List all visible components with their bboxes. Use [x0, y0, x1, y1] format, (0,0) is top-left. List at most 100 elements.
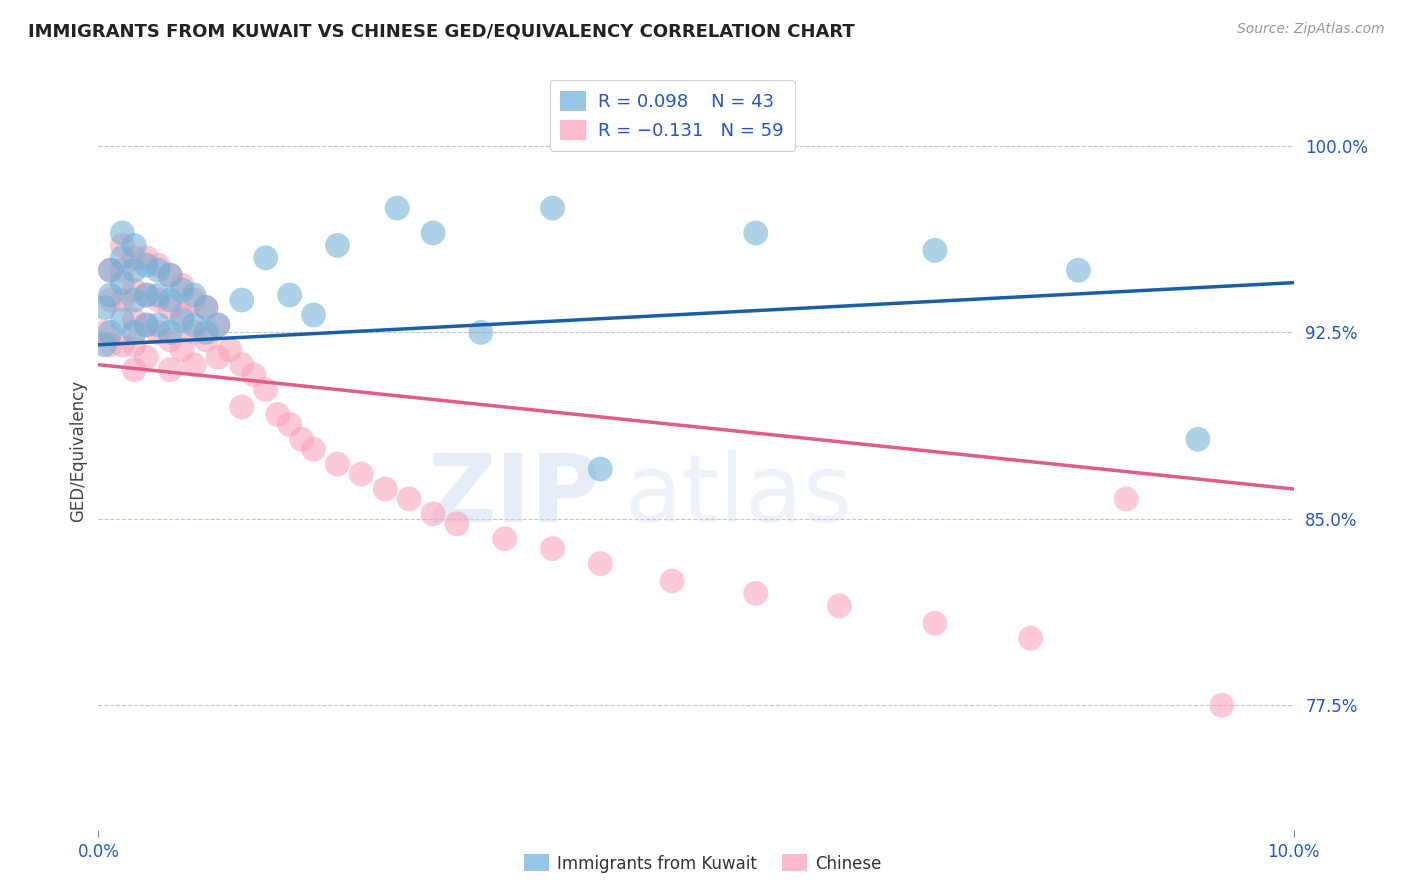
Point	[470, 326, 492, 340]
Point	[159, 293, 181, 307]
Point	[98, 288, 122, 302]
Point	[135, 251, 157, 265]
Point	[745, 586, 768, 600]
Point	[219, 343, 242, 357]
Point	[148, 263, 170, 277]
Point	[243, 368, 266, 382]
Point	[398, 491, 420, 506]
Point	[1019, 631, 1042, 645]
Point	[374, 482, 396, 496]
Point	[195, 333, 218, 347]
Point	[111, 238, 134, 252]
Point	[172, 308, 194, 322]
Point	[159, 362, 181, 376]
Point	[148, 318, 170, 332]
Point	[183, 293, 205, 307]
Point	[93, 301, 115, 315]
Point	[254, 383, 277, 397]
Point	[124, 263, 146, 277]
Point	[350, 467, 373, 481]
Point	[159, 333, 181, 347]
Point	[124, 293, 146, 307]
Point	[326, 238, 349, 252]
Point	[422, 507, 444, 521]
Point	[111, 251, 134, 265]
Point	[148, 293, 170, 307]
Text: atlas: atlas	[624, 450, 852, 542]
Point	[183, 288, 205, 302]
Point	[111, 276, 134, 290]
Point	[183, 358, 205, 372]
Point	[124, 238, 146, 252]
Point	[231, 293, 253, 307]
Point	[302, 442, 325, 457]
Legend: R = 0.098    N = 43, R = −0.131   N = 59: R = 0.098 N = 43, R = −0.131 N = 59	[550, 80, 794, 151]
Point	[183, 326, 205, 340]
Point	[828, 599, 851, 613]
Point	[124, 362, 146, 376]
Point	[254, 251, 277, 265]
Point	[172, 313, 194, 327]
Point	[1187, 432, 1209, 446]
Point	[661, 574, 683, 588]
Text: Source: ZipAtlas.com: Source: ZipAtlas.com	[1237, 22, 1385, 37]
Point	[98, 326, 122, 340]
Point	[1211, 698, 1233, 713]
Point	[446, 516, 468, 531]
Point	[589, 462, 612, 476]
Point	[278, 417, 301, 432]
Point	[124, 283, 146, 297]
Legend: Immigrants from Kuwait, Chinese: Immigrants from Kuwait, Chinese	[517, 847, 889, 880]
Point	[494, 532, 516, 546]
Point	[172, 278, 194, 293]
Point	[159, 268, 181, 283]
Point	[924, 244, 946, 258]
Point	[422, 226, 444, 240]
Point	[124, 313, 146, 327]
Point	[195, 326, 218, 340]
Point	[924, 616, 946, 631]
Point	[93, 326, 115, 340]
Point	[1067, 263, 1090, 277]
Text: IMMIGRANTS FROM KUWAIT VS CHINESE GED/EQUIVALENCY CORRELATION CHART: IMMIGRANTS FROM KUWAIT VS CHINESE GED/EQ…	[28, 22, 855, 40]
Point	[111, 338, 134, 352]
Point	[207, 318, 229, 332]
Point	[1115, 491, 1137, 506]
Point	[135, 318, 157, 332]
Point	[172, 283, 194, 297]
Point	[124, 326, 146, 340]
Point	[302, 308, 325, 322]
Point	[159, 268, 181, 283]
Point	[278, 288, 301, 302]
Point	[124, 338, 146, 352]
Point	[124, 251, 146, 265]
Point	[98, 263, 122, 277]
Point	[207, 350, 229, 364]
Point	[541, 201, 564, 215]
Point	[98, 293, 122, 307]
Point	[385, 201, 409, 215]
Point	[172, 343, 194, 357]
Point	[148, 326, 170, 340]
Point	[135, 288, 157, 302]
Point	[98, 263, 122, 277]
Point	[231, 400, 253, 414]
Point	[135, 258, 157, 272]
Point	[589, 557, 612, 571]
Point	[135, 288, 157, 302]
Point	[111, 293, 134, 307]
Point	[111, 313, 134, 327]
Text: ZIP: ZIP	[427, 450, 600, 542]
Point	[159, 326, 181, 340]
Point	[183, 318, 205, 332]
Point	[231, 358, 253, 372]
Point	[135, 350, 157, 364]
Point	[93, 338, 115, 352]
Point	[326, 457, 349, 471]
Point	[207, 318, 229, 332]
Point	[148, 288, 170, 302]
Point	[98, 338, 122, 352]
Point	[135, 318, 157, 332]
Point	[541, 541, 564, 556]
Point	[111, 226, 134, 240]
